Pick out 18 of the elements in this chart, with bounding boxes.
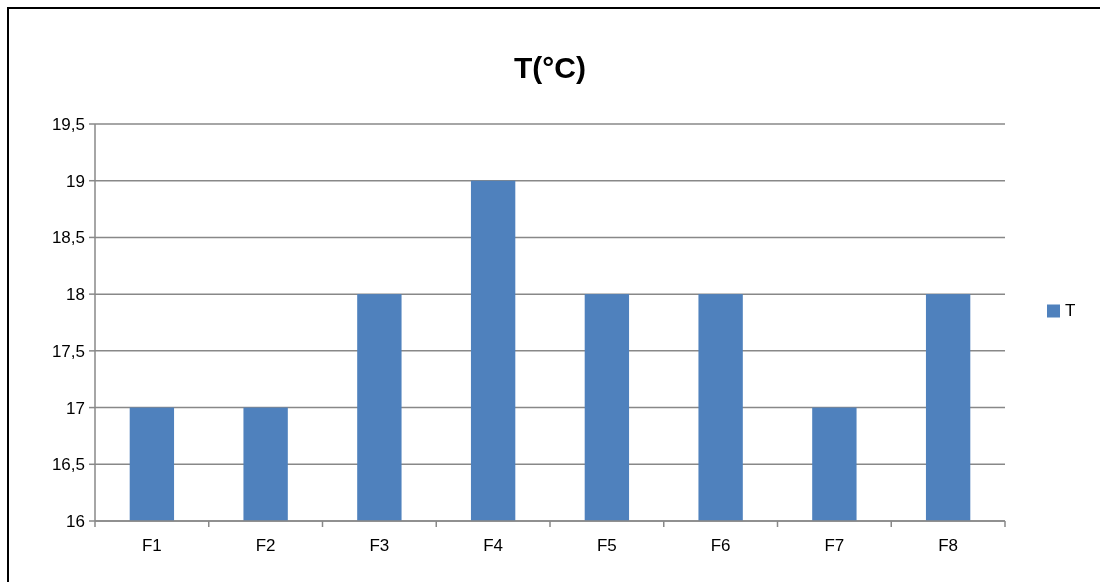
x-tick-label: F6 <box>710 536 731 555</box>
x-tick-label: F8 <box>938 536 959 555</box>
x-tick-label: F7 <box>824 536 845 555</box>
chart-title: T(°C) <box>514 51 586 84</box>
x-tick-label: F1 <box>141 536 162 555</box>
y-tick-label: 19 <box>66 171 85 191</box>
legend-label: T <box>1065 301 1076 321</box>
y-tick-label: 17 <box>66 398 85 418</box>
y-tick-label: 16,5 <box>51 455 85 475</box>
y-tick-label: 18,5 <box>51 228 85 248</box>
x-tick-label: F4 <box>483 536 504 555</box>
y-tick-label: 19,5 <box>51 114 85 134</box>
y-tick-label: 17,5 <box>51 341 85 361</box>
x-tick-label: F3 <box>369 536 390 555</box>
y-tick-label: 16 <box>66 511 85 531</box>
y-tick-label: 18 <box>66 285 85 305</box>
x-tick-label: F5 <box>596 536 617 555</box>
x-tick-label: F2 <box>255 536 276 555</box>
